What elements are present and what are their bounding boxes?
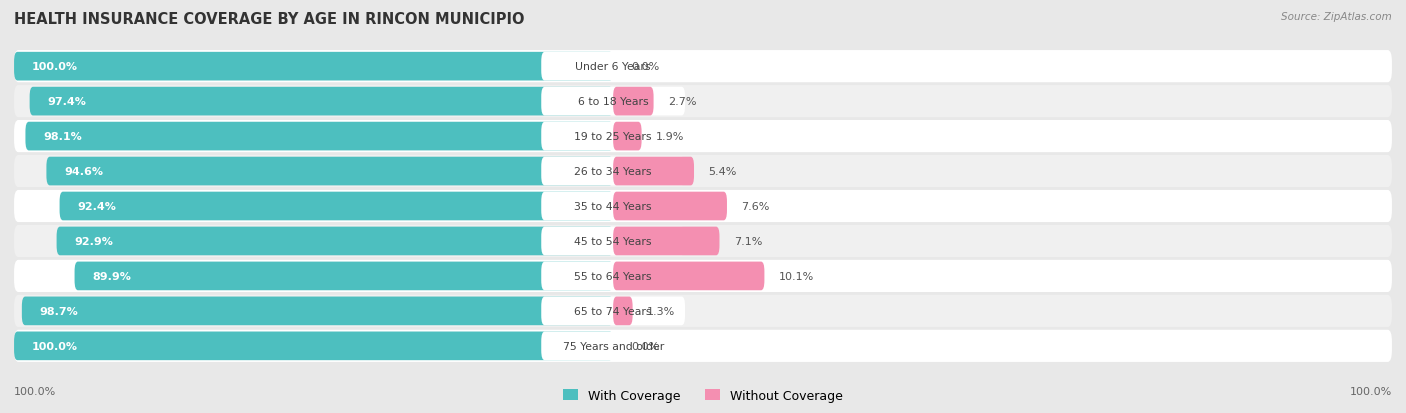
Text: 0.0%: 0.0% bbox=[631, 62, 659, 72]
Text: 100.0%: 100.0% bbox=[1350, 387, 1392, 396]
FancyBboxPatch shape bbox=[22, 297, 613, 325]
Text: Source: ZipAtlas.com: Source: ZipAtlas.com bbox=[1281, 12, 1392, 22]
FancyBboxPatch shape bbox=[541, 122, 685, 151]
Legend: With Coverage, Without Coverage: With Coverage, Without Coverage bbox=[558, 384, 848, 407]
Text: 55 to 64 Years: 55 to 64 Years bbox=[575, 271, 652, 281]
FancyBboxPatch shape bbox=[613, 88, 654, 116]
FancyBboxPatch shape bbox=[14, 330, 1392, 362]
FancyBboxPatch shape bbox=[541, 332, 685, 360]
FancyBboxPatch shape bbox=[14, 190, 1392, 223]
Text: 7.6%: 7.6% bbox=[741, 202, 769, 211]
Text: 97.4%: 97.4% bbox=[48, 97, 87, 107]
FancyBboxPatch shape bbox=[14, 156, 1392, 188]
FancyBboxPatch shape bbox=[14, 225, 1392, 257]
Text: 89.9%: 89.9% bbox=[93, 271, 131, 281]
Text: 100.0%: 100.0% bbox=[32, 62, 77, 72]
Text: 1.9%: 1.9% bbox=[657, 132, 685, 142]
FancyBboxPatch shape bbox=[541, 262, 685, 291]
FancyBboxPatch shape bbox=[541, 297, 685, 325]
Text: 19 to 25 Years: 19 to 25 Years bbox=[575, 132, 652, 142]
Text: Under 6 Years: Under 6 Years bbox=[575, 62, 651, 72]
FancyBboxPatch shape bbox=[613, 157, 695, 186]
FancyBboxPatch shape bbox=[14, 53, 613, 81]
Text: 98.7%: 98.7% bbox=[39, 306, 79, 316]
FancyBboxPatch shape bbox=[541, 88, 685, 116]
FancyBboxPatch shape bbox=[14, 332, 613, 360]
Text: 92.9%: 92.9% bbox=[75, 236, 114, 247]
FancyBboxPatch shape bbox=[541, 227, 685, 256]
Text: 35 to 44 Years: 35 to 44 Years bbox=[575, 202, 652, 211]
Text: 0.0%: 0.0% bbox=[631, 341, 659, 351]
Text: 65 to 74 Years: 65 to 74 Years bbox=[575, 306, 652, 316]
FancyBboxPatch shape bbox=[613, 122, 641, 151]
FancyBboxPatch shape bbox=[14, 295, 1392, 327]
FancyBboxPatch shape bbox=[30, 88, 613, 116]
FancyBboxPatch shape bbox=[14, 260, 1392, 292]
FancyBboxPatch shape bbox=[613, 192, 727, 221]
Text: 92.4%: 92.4% bbox=[77, 202, 117, 211]
Text: 98.1%: 98.1% bbox=[44, 132, 82, 142]
FancyBboxPatch shape bbox=[613, 227, 720, 256]
Text: 94.6%: 94.6% bbox=[65, 166, 104, 177]
FancyBboxPatch shape bbox=[541, 53, 685, 81]
Text: HEALTH INSURANCE COVERAGE BY AGE IN RINCON MUNICIPIO: HEALTH INSURANCE COVERAGE BY AGE IN RINC… bbox=[14, 12, 524, 27]
FancyBboxPatch shape bbox=[14, 86, 1392, 118]
Text: 6 to 18 Years: 6 to 18 Years bbox=[578, 97, 648, 107]
Text: 75 Years and older: 75 Years and older bbox=[562, 341, 664, 351]
Text: 2.7%: 2.7% bbox=[668, 97, 696, 107]
FancyBboxPatch shape bbox=[56, 227, 613, 256]
FancyBboxPatch shape bbox=[541, 157, 685, 186]
Text: 100.0%: 100.0% bbox=[32, 341, 77, 351]
FancyBboxPatch shape bbox=[14, 121, 1392, 153]
FancyBboxPatch shape bbox=[613, 297, 633, 325]
FancyBboxPatch shape bbox=[46, 157, 613, 186]
FancyBboxPatch shape bbox=[613, 262, 765, 291]
Text: 100.0%: 100.0% bbox=[14, 387, 56, 396]
Text: 1.3%: 1.3% bbox=[647, 306, 675, 316]
Text: 10.1%: 10.1% bbox=[779, 271, 814, 281]
Text: 45 to 54 Years: 45 to 54 Years bbox=[575, 236, 652, 247]
FancyBboxPatch shape bbox=[541, 192, 685, 221]
Text: 7.1%: 7.1% bbox=[734, 236, 762, 247]
Text: 5.4%: 5.4% bbox=[709, 166, 737, 177]
Text: 26 to 34 Years: 26 to 34 Years bbox=[575, 166, 652, 177]
FancyBboxPatch shape bbox=[25, 122, 613, 151]
FancyBboxPatch shape bbox=[59, 192, 613, 221]
FancyBboxPatch shape bbox=[14, 51, 1392, 83]
FancyBboxPatch shape bbox=[75, 262, 613, 291]
